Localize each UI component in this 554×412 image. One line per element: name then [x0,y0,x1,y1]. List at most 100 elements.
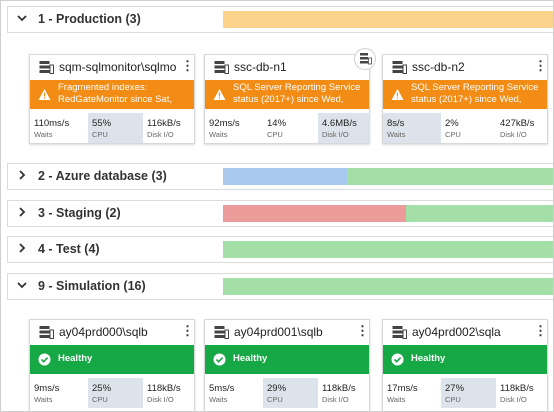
metric-waits: 5ms/s Waits [209,383,235,404]
card-metrics: 17ms/s Waits 27% CPU 118kB/s Disk I/O [383,378,547,408]
chevron-down-icon[interactable] [16,12,28,26]
metric-waits: 110ms/s Waits [34,118,70,139]
server-card[interactable]: ay04prd001\sqlb ⋮ Healthy 5ms/s Waits 29%… [204,319,370,411]
card-header: sqm-sqlmonitor\sqlmo... ⋮ [30,55,194,80]
check-circle-icon [391,353,404,366]
metric-cpu: 27% CPU [441,378,496,408]
check-circle-icon [213,353,226,366]
cluster-icon[interactable] [354,48,376,70]
status-bar-segment [223,168,348,185]
group-title: 4 - Test (4) [38,242,100,256]
card-metrics: 9ms/s Waits 25% CPU 118kB/s Disk I/O [30,378,194,408]
server-name[interactable]: ssc-db-n2 [412,60,465,74]
server-icon [392,325,407,339]
metric-cpu: 25% CPU [88,378,143,408]
card-header: ssc-db-n2 ⋮ [383,55,547,80]
card-metrics: 8s/s Waits 2% CPU 427kB/s Disk I/O [383,113,547,143]
server-icon [39,325,54,339]
health-message: Healthy [411,353,446,364]
alert-message: SQL Server Reporting Service status (2017… [233,82,361,105]
status-bar-segment [223,241,553,258]
server-card[interactable]: ay04prd002\sqla ⋮ Healthy 17ms/s Waits 27… [382,319,548,411]
health-banner: Healthy [30,345,194,374]
card-header: ssc-db-n1 [205,55,369,80]
metric-cpu: 29% CPU [263,378,318,408]
group-status-bar [223,241,553,258]
warning-icon [213,88,226,101]
alert-banner[interactable]: SQL Server Reporting Service status (2017… [205,80,369,109]
group-row-test[interactable]: 4 - Test (4) [7,236,553,263]
server-icon [39,60,54,74]
group-status-bar [223,168,553,185]
status-bar-segment [405,205,553,222]
alert-banner[interactable]: Fragmented indexes: RedGateMonitor since … [30,80,194,109]
chevron-down-icon[interactable] [16,279,28,293]
server-icon [214,60,229,74]
chevron-right-icon[interactable] [16,242,28,256]
card-metrics: 92ms/s Waits 14% CPU 4.6MB/s Disk I/O [205,113,370,143]
server-card[interactable]: ssc-db-n2 ⋮ SQL Server Reporting Service… [382,54,548,144]
metric-waits: 8s/s Waits [383,113,441,143]
card-header: ay04prd000\sqlb ⋮ [30,320,194,345]
server-name[interactable]: sqm-sqlmonitor\sqlmo... [59,60,177,74]
metric-cpu: 2% CPU [445,118,461,139]
card-metrics: 110ms/s Waits 55% CPU 116kB/s Disk I/O [30,113,194,143]
chevron-right-icon[interactable] [16,206,28,220]
card-header: ay04prd001\sqlb ⋮ [205,320,369,345]
metric-cpu: 55% CPU [88,113,143,143]
group-status-bar [223,11,553,28]
check-circle-icon [38,353,51,366]
status-bar-segment [223,278,553,295]
kebab-menu-icon[interactable]: ⋮ [356,323,369,338]
group-row-staging[interactable]: 3 - Staging (2) [7,200,553,227]
metric-disk-io: 4.6MB/s Disk I/O [318,113,370,143]
metric-waits: 92ms/s Waits [209,118,240,139]
group-row-production[interactable]: 1 - Production (3) [7,6,553,33]
metric-waits: 9ms/s Waits [34,383,60,404]
group-title: 3 - Staging (2) [38,206,121,220]
kebab-menu-icon[interactable]: ⋮ [181,323,194,338]
server-icon [214,325,229,339]
alert-banner[interactable]: SQL Server Reporting Service status (2017… [383,80,547,109]
health-banner: Healthy [383,345,547,374]
alert-message: SQL Server Reporting Service status (2017… [411,82,539,105]
health-banner: Healthy [205,345,369,374]
server-name[interactable]: ssc-db-n1 [234,60,287,74]
status-bar-segment [223,11,553,28]
metric-cpu: 14% CPU [267,118,287,139]
metric-disk-io: 118kB/s Disk I/O [322,383,356,404]
metric-waits: 17ms/s Waits [387,383,418,404]
server-name[interactable]: ay04prd000\sqlb [59,325,148,339]
server-card[interactable]: ssc-db-n1 SQL Server Reporting Service st… [204,54,370,144]
server-name[interactable]: ay04prd001\sqlb [234,325,323,339]
group-title: 9 - Simulation (16) [38,279,146,293]
group-title: 1 - Production (3) [38,12,141,26]
server-card[interactable]: sqm-sqlmonitor\sqlmo... ⋮ Fragmented ind… [29,54,195,144]
card-header: ay04prd002\sqla ⋮ [383,320,547,345]
metric-disk-io: 116kB/s Disk I/O [147,118,181,139]
alert-message: Fragmented indexes: RedGateMonitor since … [58,82,173,105]
health-message: Healthy [58,353,93,364]
chevron-right-icon[interactable] [16,169,28,183]
health-message: Healthy [233,353,268,364]
group-status-bar [223,278,553,295]
status-bar-segment [223,205,406,222]
card-metrics: 5ms/s Waits 29% CPU 118kB/s Disk I/O [205,378,369,408]
kebab-menu-icon[interactable]: ⋮ [534,58,547,73]
group-status-bar [223,205,553,222]
metric-disk-io: 118kB/s Disk I/O [500,383,534,404]
group-row-azure-database[interactable]: 2 - Azure database (3) [7,163,553,190]
group-row-simulation[interactable]: 9 - Simulation (16) [7,273,553,300]
status-bar-segment [347,168,553,185]
metric-disk-io: 118kB/s Disk I/O [147,383,181,404]
group-title: 2 - Azure database (3) [38,169,167,183]
kebab-menu-icon[interactable]: ⋮ [181,58,194,73]
server-card[interactable]: ay04prd000\sqlb ⋮ Healthy 9ms/s Waits 25%… [29,319,195,411]
warning-icon [38,88,51,101]
warning-icon [391,88,404,101]
server-icon [392,60,407,74]
kebab-menu-icon[interactable]: ⋮ [534,323,547,338]
server-name[interactable]: ay04prd002\sqla [412,325,501,339]
metric-disk-io: 427kB/s Disk I/O [500,118,535,139]
